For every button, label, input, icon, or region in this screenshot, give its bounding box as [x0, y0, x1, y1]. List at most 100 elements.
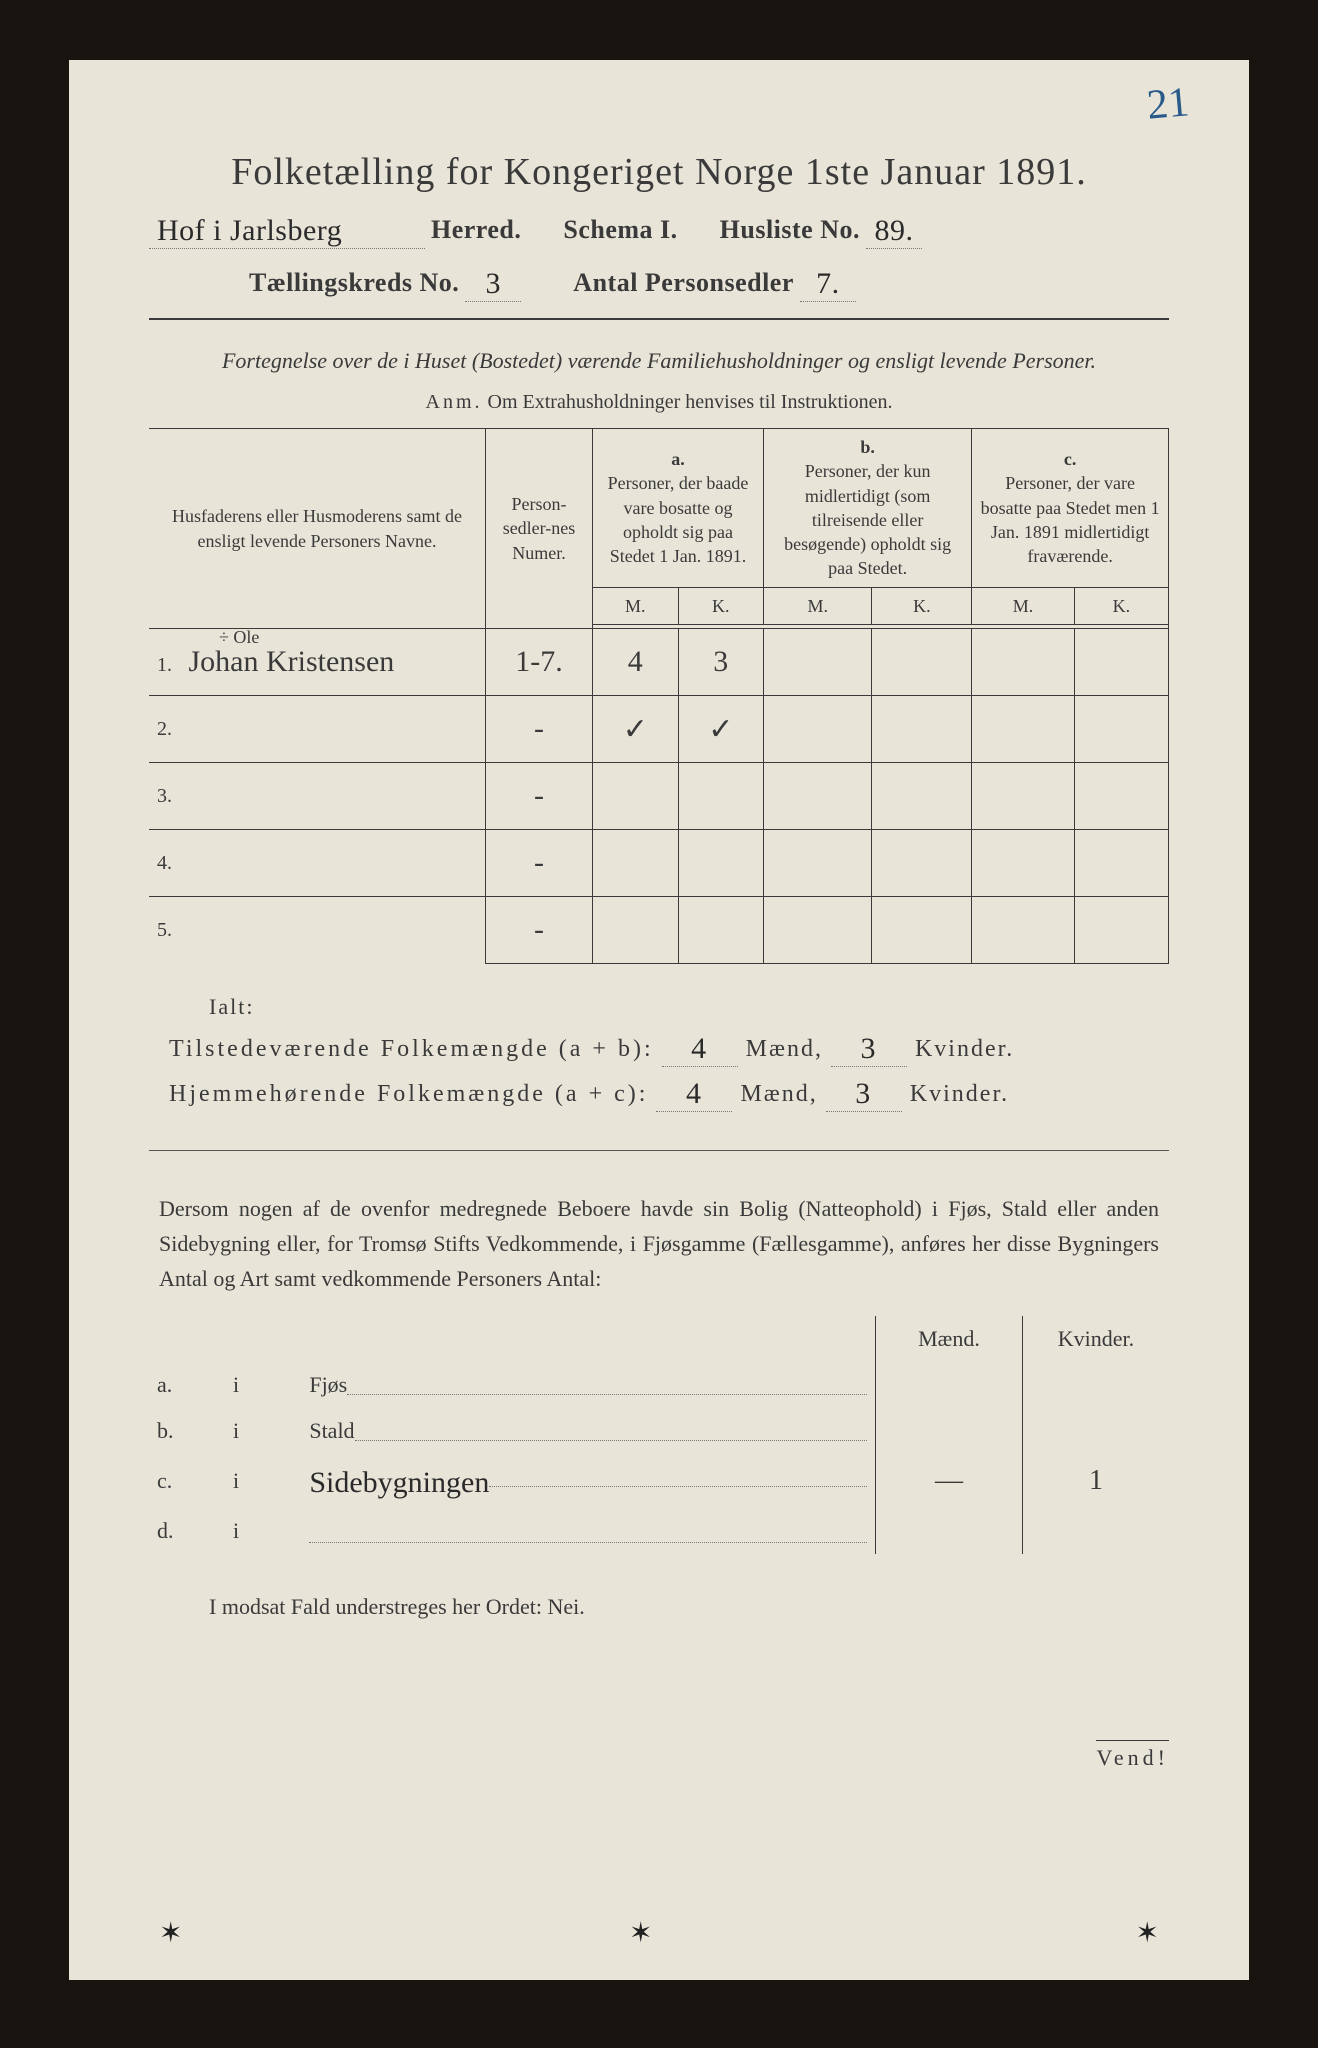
header-line-2: Tællingskreds No. 3 Antal Personsedler 7… [249, 265, 1169, 300]
side-row: a. i Fjøs [149, 1362, 1169, 1408]
cell-b-m [764, 830, 872, 897]
th-grp-a: a. Personer, der baade vare bosatte og o… [593, 429, 764, 588]
cell-c-k [1074, 763, 1168, 830]
total-ab-m: 4 [662, 1032, 738, 1067]
modsat-line: I modsat Fald understreges her Ordet: Ne… [209, 1594, 1169, 1620]
subtitle: Fortegnelse over de i Huset (Bostedet) v… [149, 344, 1169, 377]
cell-c-m [972, 763, 1074, 830]
husliste-value: 89. [866, 214, 922, 249]
binding-mark-icon: ✶ [1136, 1916, 1159, 1950]
th-c-m: M. [972, 587, 1074, 624]
vend-label: Vend! [1096, 1740, 1169, 1771]
binding-mark-icon: ✶ [629, 1916, 652, 1950]
cell-a-m: ✓ [593, 696, 679, 763]
side-a-m [876, 1362, 1023, 1408]
anm-text: Om Extrahusholdninger henvises til Instr… [488, 391, 893, 413]
cell-b-m [764, 763, 872, 830]
cell-a-k [678, 763, 764, 830]
cell-a-m [593, 830, 679, 897]
cell-c-k [1074, 629, 1168, 696]
table-row: 5. - [149, 897, 1169, 964]
cell-c-m [972, 897, 1074, 964]
census-form-page: 21 Folketælling for Kongeriget Norge 1st… [69, 60, 1249, 1980]
cell-c-m [972, 629, 1074, 696]
cell-name: 5. [149, 897, 486, 964]
cell-c-m [972, 830, 1074, 897]
cell-b-m [764, 897, 872, 964]
total-ac-k: 3 [826, 1077, 902, 1112]
th-b-k: K. [872, 587, 972, 624]
th-a-k: K. [678, 587, 764, 624]
side-d-m [876, 1508, 1023, 1554]
side-th-k: Kvinder. [1023, 1316, 1170, 1362]
herred-label: Herred. [431, 215, 521, 245]
rule-1 [149, 318, 1169, 320]
cell-num: - [486, 830, 593, 897]
side-row: c. i Sidebygningen — 1 [149, 1454, 1169, 1508]
th-grp-b: b. Personer, der kun midlertidigt (som t… [764, 429, 972, 588]
cell-a-m: 4 [593, 629, 679, 696]
table-row: 3. - [149, 763, 1169, 830]
cell-b-k [872, 897, 972, 964]
cell-name: 2. [149, 696, 486, 763]
antal-value: 7. [800, 267, 856, 302]
kreds-label: Tællingskreds No. [249, 268, 459, 298]
cell-c-k [1074, 830, 1168, 897]
husliste-label: Husliste No. [720, 215, 860, 245]
cell-b-k [872, 830, 972, 897]
cell-c-k [1074, 696, 1168, 763]
ialt-label: Ialt: [209, 994, 1169, 1020]
th-c-k: K. [1074, 587, 1168, 624]
cell-name: 3. [149, 763, 486, 830]
th-a-m: M. [593, 587, 679, 624]
cell-c-k [1074, 897, 1168, 964]
herred-value: Hof i Jarlsberg [149, 214, 425, 249]
cell-name: 4. [149, 830, 486, 897]
side-row: b. i Stald [149, 1408, 1169, 1454]
th-names: Husfaderens eller Husmoderens samt de en… [149, 429, 486, 629]
page-number-handwritten: 21 [1145, 78, 1191, 129]
side-c-m: — [876, 1454, 1023, 1508]
totals-line-2: Hjemmehørende Folkemængde (a + c): 4 Mæn… [169, 1075, 1169, 1110]
side-th-m: Mænd. [876, 1316, 1023, 1362]
side-d-k [1023, 1508, 1170, 1554]
cell-b-k [872, 629, 972, 696]
total-ab-k: 3 [831, 1032, 907, 1067]
antal-label: Antal Personsedler [573, 268, 794, 298]
anm-line: Anm. Om Extrahusholdninger henvises til … [149, 391, 1169, 414]
th-b-m: M. [764, 587, 872, 624]
cell-a-m [593, 897, 679, 964]
side-b-m [876, 1408, 1023, 1454]
cell-num: 1-7. [486, 629, 593, 696]
cell-b-m [764, 696, 872, 763]
schema-label: Schema I. [563, 215, 677, 245]
side-building-table: Mænd. Kvinder. a. i Fjøs b. i Stald c. i… [149, 1316, 1169, 1554]
binding-mark-icon: ✶ [159, 1916, 182, 1950]
cell-a-k: ✓ [678, 696, 764, 763]
totals-line-1: Tilstedeværende Folkemængde (a + b): 4 M… [169, 1030, 1169, 1065]
side-c-k: 1 [1023, 1454, 1170, 1508]
cell-num: - [486, 763, 593, 830]
cell-num: - [486, 696, 593, 763]
cell-num: - [486, 897, 593, 964]
table-row: 2. - ✓ ✓ [149, 696, 1169, 763]
kreds-value: 3 [465, 267, 521, 302]
side-b-k [1023, 1408, 1170, 1454]
cell-b-m [764, 629, 872, 696]
total-ac-m: 4 [656, 1077, 732, 1112]
table-row: 1. ÷ Ole Johan Kristensen 1-7. 4 3 [149, 629, 1169, 696]
cell-a-m [593, 763, 679, 830]
table-row: 4. - [149, 830, 1169, 897]
household-tbody: 1. ÷ Ole Johan Kristensen 1-7. 4 3 2. - … [149, 629, 1169, 964]
main-title: Folketælling for Kongeriget Norge 1ste J… [149, 150, 1169, 194]
cell-a-k: 3 [678, 629, 764, 696]
cell-a-k [678, 830, 764, 897]
side-a-k [1023, 1362, 1170, 1408]
anm-label: Anm. [426, 391, 483, 413]
rule-2 [149, 1150, 1169, 1151]
cell-b-k [872, 763, 972, 830]
household-table: Husfaderens eller Husmoderens samt de en… [149, 428, 1169, 964]
cell-c-m [972, 696, 1074, 763]
header-line-1: Hof i Jarlsberg Herred. Schema I. Huslis… [149, 212, 1169, 247]
cell-a-k [678, 897, 764, 964]
